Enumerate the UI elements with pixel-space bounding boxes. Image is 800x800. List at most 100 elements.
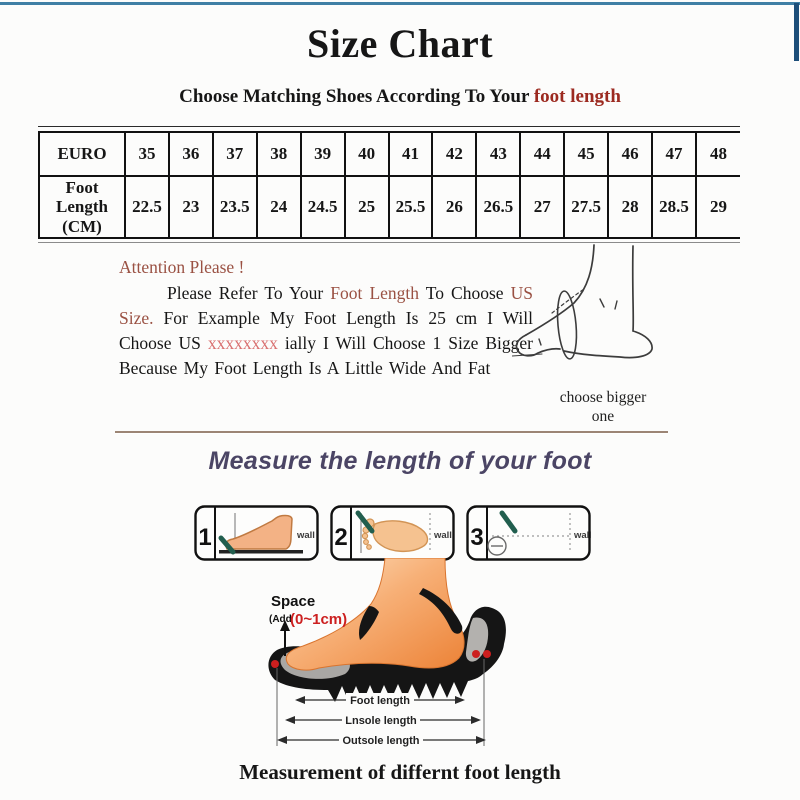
measure-step-2-panel: 2 wall bbox=[330, 505, 455, 561]
pen-icon bbox=[355, 510, 375, 534]
cm-cell: 28 bbox=[607, 175, 654, 239]
cm-cell: 28.5 bbox=[651, 175, 697, 239]
euro-cell: 42 bbox=[431, 131, 478, 177]
choose-bigger-note: choose bigger one bbox=[559, 389, 647, 425]
cm-cell: 25.5 bbox=[387, 175, 434, 239]
ground-line bbox=[219, 550, 303, 554]
subtitle-text: Choose Matching Shoes According To Your bbox=[179, 86, 534, 107]
foot-sketch-girth-ellipse bbox=[556, 290, 578, 360]
foot-sketch-illustration bbox=[512, 244, 653, 360]
step-number: 3 bbox=[470, 524, 483, 551]
cm-cell: 25 bbox=[343, 175, 390, 239]
measure-steps-row: 1 wall 2 wall 3 bbox=[194, 505, 591, 561]
cm-cell: 23 bbox=[167, 175, 214, 239]
toe-dot bbox=[366, 544, 372, 550]
toe-reference-dot bbox=[271, 660, 279, 668]
attention-segment: ially I Will Choose 1 Size Bigger Becaus… bbox=[119, 333, 534, 378]
attention-segment-foot-length: Foot Length bbox=[330, 283, 420, 303]
euro-cell: 43 bbox=[475, 131, 522, 177]
section-divider bbox=[115, 431, 668, 433]
attention-segment: For Example My Foot Length Is 25 cm I Wi… bbox=[119, 308, 533, 353]
space-label: Space bbox=[271, 593, 315, 610]
euro-cell: 46 bbox=[607, 131, 654, 177]
wall-label: wall bbox=[573, 530, 591, 541]
bottom-caption: Measurement of differnt foot length bbox=[239, 760, 561, 784]
euro-cell: 47 bbox=[651, 131, 697, 177]
cm-cell: 27.5 bbox=[563, 175, 610, 239]
insole-length-label: Lnsole length bbox=[345, 715, 417, 727]
cm-cell: 23.5 bbox=[211, 175, 258, 239]
measure-label-backgrounds bbox=[339, 693, 423, 746]
wall-label: wall bbox=[433, 530, 452, 541]
euro-cell: 36 bbox=[167, 131, 214, 177]
cm-cell: 27 bbox=[519, 175, 566, 239]
space-add-value: (0~1cm) bbox=[290, 611, 347, 628]
subtitle-highlight: foot length bbox=[533, 86, 621, 107]
euro-cell: 48 bbox=[694, 131, 740, 177]
page-title: Size Chart bbox=[306, 21, 494, 66]
euro-cell: 44 bbox=[519, 131, 566, 177]
cm-cell: 29 bbox=[694, 175, 740, 239]
euro-cell: 40 bbox=[343, 131, 390, 177]
measure-step-1-panel: 1 wall bbox=[194, 505, 319, 561]
size-table: EURO 35 36 37 38 39 40 41 42 43 44 45 46… bbox=[38, 131, 740, 239]
pen-icon bbox=[218, 535, 236, 555]
shoe-front-collar bbox=[359, 606, 379, 640]
foot-sketch-ankle-marks bbox=[599, 298, 618, 310]
euro-row-label: EURO bbox=[38, 131, 126, 177]
foot-sketch-dashed-line bbox=[551, 288, 585, 314]
shoe-back-collar bbox=[419, 588, 463, 634]
insole-heel bbox=[465, 617, 489, 662]
unit-circle bbox=[487, 536, 507, 556]
measure-step-3-panel: 3 wall bbox=[466, 505, 591, 561]
space-add-prefix: (Add bbox=[269, 614, 292, 625]
euro-cell: 35 bbox=[124, 131, 170, 177]
foot-length-row-label: Foot Length (CM) bbox=[38, 175, 126, 239]
foot-length-label: Foot length bbox=[350, 695, 410, 707]
page-subtitle: Choose Matching Shoes According To Your … bbox=[0, 86, 800, 108]
attention-segment-us-size: US Size. bbox=[119, 283, 533, 328]
table-row-euro: EURO 35 36 37 38 39 40 41 42 43 44 45 46… bbox=[38, 131, 740, 177]
table-row-foot-length: Foot Length (CM) 22.5 23 23.5 24 24.5 25… bbox=[38, 175, 740, 239]
euro-cell: 39 bbox=[299, 131, 346, 177]
space-arrowhead bbox=[280, 620, 290, 631]
cm-cell: 26 bbox=[431, 175, 478, 239]
panel-border bbox=[466, 505, 591, 561]
footprint-illustration bbox=[372, 520, 429, 552]
foot-sketch-toe-mark bbox=[538, 338, 542, 346]
euro-cell: 37 bbox=[211, 131, 258, 177]
toe-dot bbox=[361, 532, 369, 540]
attention-segment: Please Refer To Your bbox=[167, 283, 331, 303]
cm-cell: 22.5 bbox=[124, 175, 170, 239]
attention-segment-redacted: xxxxxxxx bbox=[207, 333, 278, 353]
euro-cell: 45 bbox=[563, 131, 610, 177]
shoe-measurement-diagram: Space (Add (0~1cm) Foot length Lnsole bbox=[268, 558, 506, 747]
size-table-frame: EURO 35 36 37 38 39 40 41 42 43 44 45 46… bbox=[38, 126, 740, 243]
step-number: 2 bbox=[334, 524, 347, 551]
foot-sketch-heel-line bbox=[563, 245, 653, 359]
euro-cell: 38 bbox=[255, 131, 302, 177]
foot-sketch-toe-line bbox=[515, 334, 561, 357]
attention-paragraph: Please Refer To Your Foot Length To Choo… bbox=[119, 281, 533, 381]
measure-section-heading: Measure the length of your foot bbox=[208, 447, 592, 475]
top-border-line bbox=[0, 2, 800, 5]
right-border-line bbox=[794, 3, 799, 61]
heel-reference-dot bbox=[472, 650, 480, 658]
euro-cell: 41 bbox=[387, 131, 434, 177]
toe-dot bbox=[363, 539, 369, 545]
cm-cell: 24 bbox=[255, 175, 302, 239]
foot-sketch-pointer-line bbox=[512, 353, 543, 357]
wall-label: wall bbox=[296, 530, 315, 541]
attention-heading: Attention Please ! bbox=[119, 257, 245, 277]
foot-sketch-instep-line bbox=[525, 244, 595, 336]
measure-arrowheads bbox=[277, 696, 486, 744]
attention-block: Attention Please ! Please Refer To Your … bbox=[119, 255, 533, 381]
heel-reference-dot bbox=[483, 650, 491, 658]
cm-cell: 24.5 bbox=[299, 175, 346, 239]
foot-side-illustration bbox=[225, 514, 293, 550]
step-number: 1 bbox=[198, 524, 211, 551]
cm-cell: 26.5 bbox=[475, 175, 522, 239]
attention-segment: To Choose bbox=[419, 283, 511, 303]
outsole-length-label: Outsole length bbox=[343, 735, 420, 747]
